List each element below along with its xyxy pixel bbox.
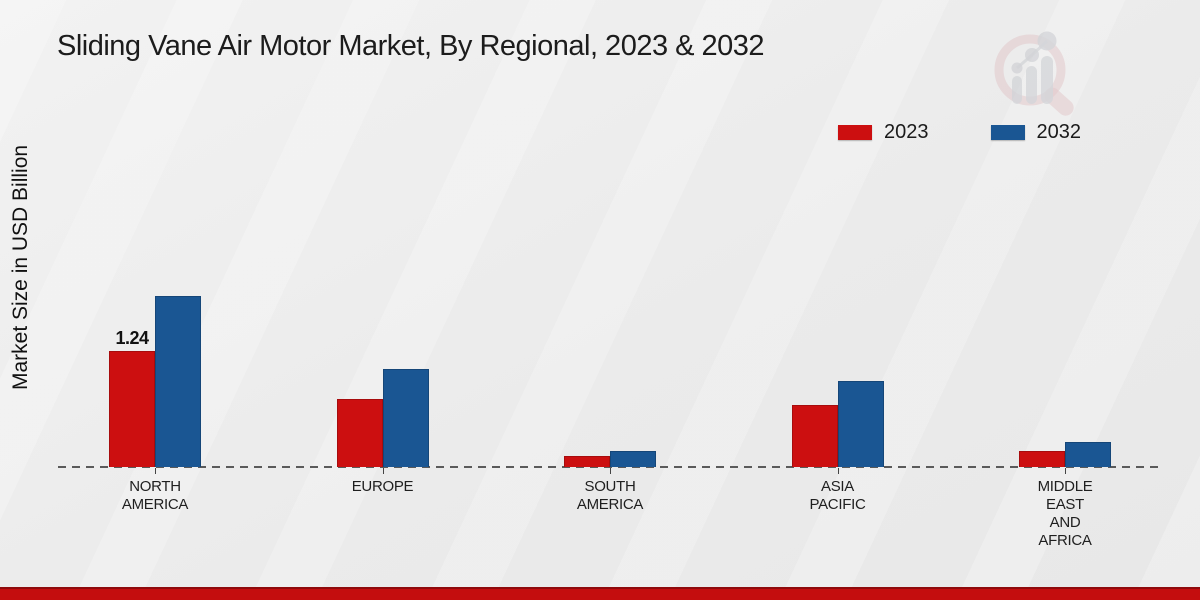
bar-2032-middle-east-and-africa [1065,442,1111,467]
bar-2023-north-america [109,351,155,467]
axis-tick [837,468,839,474]
axis-tick [610,468,611,474]
magnifier-chart-logo-icon [994,31,1074,116]
bar-2023-south-america [564,456,610,467]
bar-2032-south-america [610,451,656,467]
category-label-europe: EUROPE [351,478,414,495]
bar-2032-north-america [155,296,201,467]
legend-label-2023: 2023 [884,121,929,143]
x-axis-baseline [58,466,1164,468]
bar-2032-europe [382,369,429,467]
bar-2023-middle-east-and-africa [1019,451,1065,467]
category-label-asia-pacific: ASIA PACIFIC [809,478,866,513]
bar-2023-europe [336,399,383,467]
category-label-middle-east-and-africa: MIDDLE EAST AND AFRICA [1037,478,1093,549]
axis-tick [155,468,156,474]
chart-title: Sliding Vane Air Motor Market, By Region… [57,30,765,62]
category-label-north-america: NORTH AMERICA [121,478,189,513]
legend: 2023 2032 [838,121,1081,144]
legend-swatch-2032 [990,125,1025,140]
bar-2023-asia-pacific [791,405,838,467]
footer-accent-bar [0,587,1200,600]
axis-tick [1065,468,1066,474]
value-label: 1.24 [115,328,149,348]
category-label-south-america: SOUTH AMERICA [576,478,644,513]
bar-2032-asia-pacific [837,381,884,467]
legend-swatch-2023 [838,125,872,140]
axis-tick [382,468,384,474]
legend-label-2032: 2032 [1036,121,1082,143]
